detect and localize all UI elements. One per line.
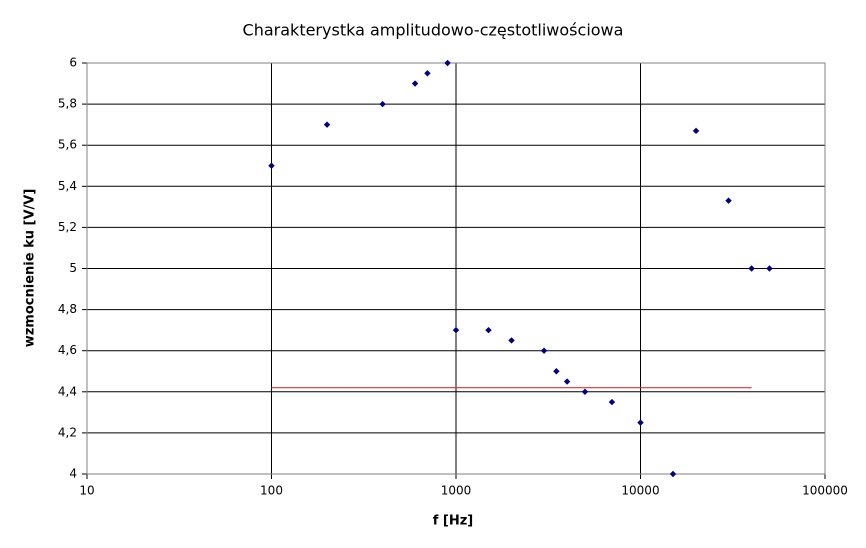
- data-point: [424, 70, 431, 77]
- y-tick-label: 4: [69, 467, 77, 481]
- data-point: [748, 265, 755, 272]
- y-tick-label: 5,6: [58, 138, 77, 152]
- y-tick-label: 4,8: [58, 302, 77, 316]
- x-tick-label: 10000: [621, 484, 659, 498]
- x-tick-label: 1000: [441, 484, 472, 498]
- data-point: [766, 265, 773, 272]
- y-tick-label: 5: [69, 261, 77, 275]
- y-tick-label: 5,2: [58, 220, 77, 234]
- data-point: [692, 127, 700, 135]
- data-point: [452, 326, 460, 334]
- data-point: [323, 121, 331, 128]
- chart-title: Charakterystka amplitudowo-częstotliwośc…: [243, 21, 624, 40]
- data-point: [637, 419, 644, 426]
- y-tick-label: 6: [69, 56, 77, 70]
- data-point: [563, 378, 571, 385]
- plot-border: [86, 62, 826, 475]
- data-point: [379, 100, 386, 108]
- y-tick-label: 4,6: [58, 343, 77, 357]
- x-tick-label: 10: [79, 484, 94, 498]
- data-point: [508, 337, 515, 344]
- y-tick-label: 5,4: [58, 179, 77, 193]
- data-point: [444, 59, 451, 67]
- x-tick-label: 100000: [802, 484, 848, 498]
- data-point: [485, 326, 492, 334]
- y-axis-label: wzmocnienie ku [V/V]: [23, 189, 38, 348]
- data-point: [540, 347, 548, 354]
- data-point: [581, 388, 589, 395]
- data-point: [411, 80, 419, 87]
- y-tick-label: 5,8: [58, 97, 77, 111]
- data-point: [608, 398, 616, 406]
- data-point: [268, 162, 275, 169]
- x-axis-label: f [Hz]: [433, 514, 474, 529]
- x-tick-label: 100: [260, 484, 283, 498]
- data-point: [725, 197, 732, 204]
- data-point: [669, 470, 677, 478]
- y-tick-label: 4,4: [58, 384, 77, 398]
- data-point: [553, 368, 560, 375]
- y-tick-label: 4,2: [58, 425, 77, 439]
